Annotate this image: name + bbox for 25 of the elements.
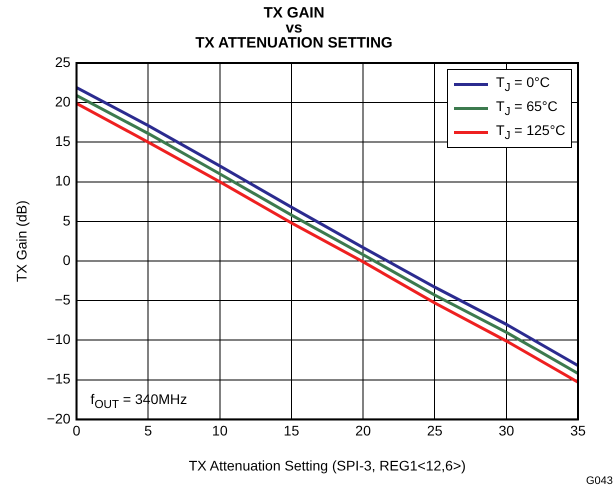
legend-label: T$_{J}$ = 125°C: [496, 120, 566, 144]
y-tick-label: −10: [46, 331, 71, 348]
y-tick-label: −20: [46, 410, 71, 426]
x-tick-label: 5: [144, 422, 152, 439]
x-tick-label: 20: [355, 422, 372, 439]
y-tick-label: 25: [54, 54, 71, 70]
y-tick-label: 5: [62, 212, 71, 228]
chart-title: TX GAIN vs TX ATTENUATION SETTING: [195, 4, 393, 52]
x-tick-label: 0: [72, 422, 81, 439]
y-tick-label: 20: [54, 93, 71, 110]
y-axis-title: TX Gain (dB): [13, 200, 30, 282]
x-tick-label: 25: [426, 422, 443, 439]
legend-label: T$_{J}$ = 0°C: [496, 73, 550, 96]
x-tick-label: 30: [498, 422, 514, 439]
y-tick-label: 15: [54, 133, 71, 150]
y-tick-label: −15: [46, 370, 71, 387]
legend-label: T$_{J}$ = 65°C: [496, 96, 558, 120]
text: G043: [586, 475, 613, 487]
y-tick-label: 10: [54, 172, 71, 189]
x-tick-label: 35: [570, 422, 586, 439]
x-axis-title: TX Attenuation Setting (SPI-3, REG1<12,6>): [188, 457, 466, 474]
y-tick-label: 0: [62, 252, 71, 268]
x-tick-label: 15: [284, 422, 300, 439]
y-tick-label: −5: [54, 291, 71, 308]
x-tick-label: 10: [212, 422, 228, 439]
